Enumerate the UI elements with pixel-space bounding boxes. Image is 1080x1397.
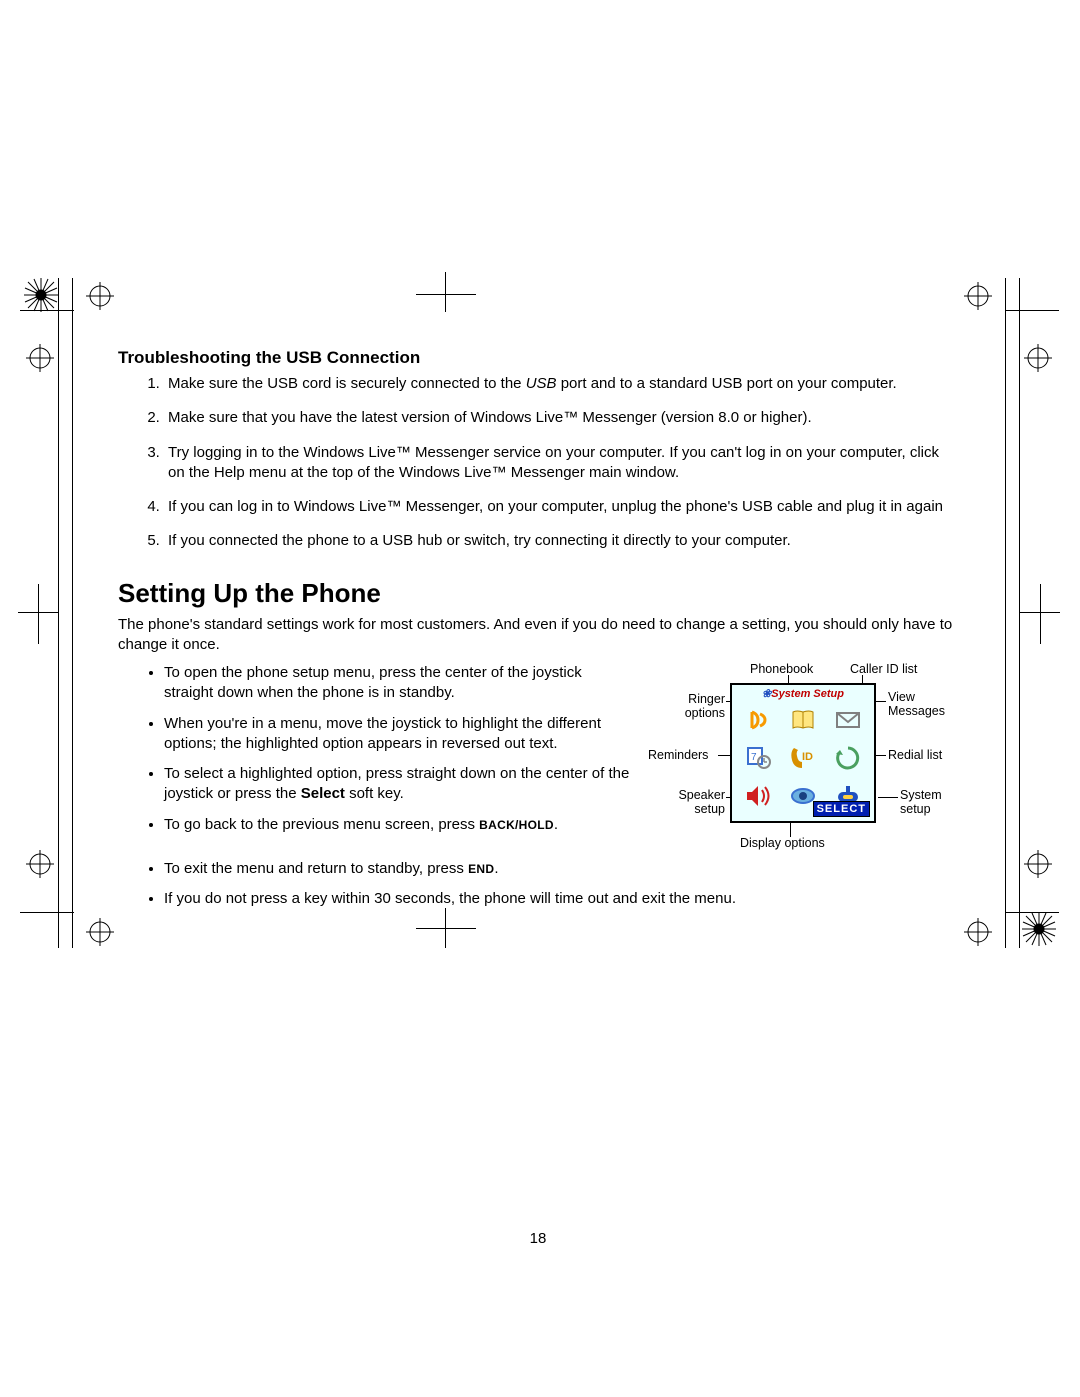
crop-line — [1019, 278, 1020, 948]
registration-mark-icon — [26, 344, 54, 372]
registration-mark-icon — [26, 850, 54, 878]
phone-screen: ❀System Setup 7 ID SELECT — [730, 683, 876, 823]
registration-mark-icon — [1024, 850, 1052, 878]
menu-phonebook-icon — [783, 703, 824, 737]
menu-caller-id-icon: ID — [783, 741, 824, 775]
list-item: If you do not press a key within 30 seco… — [164, 889, 958, 909]
starburst-mark-icon — [24, 278, 58, 312]
label-system-1: System — [900, 789, 942, 803]
leader-line — [878, 797, 898, 798]
crop-line — [72, 278, 73, 948]
crop-line — [18, 612, 58, 613]
list-item: To exit the menu and return to standby, … — [164, 859, 958, 879]
crop-line — [416, 294, 476, 295]
list-item: To select a highlighted option, press st… — [164, 764, 630, 805]
registration-mark-icon — [1024, 344, 1052, 372]
crop-line — [20, 912, 74, 913]
label-phonebook: Phonebook — [750, 663, 813, 677]
crop-line — [1020, 612, 1060, 613]
phone-menu-diagram: Phonebook Caller ID list Ringer options … — [640, 663, 958, 853]
label-system-2: setup — [900, 803, 931, 817]
menu-messages-icon — [827, 703, 868, 737]
crop-line — [445, 272, 446, 312]
label-view-1: View — [888, 691, 915, 705]
label-view-2: Messages — [888, 705, 945, 719]
list-item: If you can log in to Windows Live™ Messe… — [164, 497, 958, 517]
svg-text:ID: ID — [802, 751, 813, 763]
page-content: Troubleshooting the USB Connection Make … — [118, 348, 958, 920]
menu-redial-icon — [827, 741, 868, 775]
list-item: Make sure the USB cord is securely conne… — [164, 374, 958, 394]
select-softkey: SELECT — [813, 801, 870, 817]
setup-bullets-full: To exit the menu and return to standby, … — [118, 859, 958, 910]
label-ringer-2: options — [670, 707, 725, 721]
phone-screen-title: ❀System Setup — [732, 687, 874, 700]
crop-line — [1005, 310, 1059, 311]
troubleshooting-steps: Make sure the USB cord is securely conne… — [118, 374, 958, 552]
crop-line — [416, 928, 476, 929]
list-item: To open the phone setup menu, press the … — [164, 663, 630, 704]
crop-line — [1040, 584, 1041, 644]
svg-text:7: 7 — [751, 752, 757, 763]
list-item: Make sure that you have the latest versi… — [164, 408, 958, 428]
page-number: 18 — [118, 1230, 958, 1247]
label-redial: Redial list — [888, 749, 942, 763]
list-item: If you connected the phone to a USB hub … — [164, 531, 958, 551]
troubleshooting-heading: Troubleshooting the USB Connection — [118, 348, 958, 368]
list-item: Try logging in to the Windows Live™ Mess… — [164, 443, 958, 484]
setup-heading: Setting Up the Phone — [118, 578, 958, 609]
setup-bullets-left: To open the phone setup menu, press the … — [118, 663, 630, 835]
registration-mark-icon — [86, 282, 114, 310]
list-item: When you're in a menu, move the joystick… — [164, 714, 630, 755]
setup-intro: The phone's standard settings work for m… — [118, 615, 958, 656]
registration-mark-icon — [964, 282, 992, 310]
label-speaker-2: setup — [666, 803, 725, 817]
label-caller-id: Caller ID list — [850, 663, 917, 677]
label-reminders: Reminders — [648, 749, 708, 763]
menu-speaker-icon — [738, 779, 779, 813]
registration-mark-icon — [964, 918, 992, 946]
crop-line — [1005, 278, 1006, 948]
crop-line — [38, 584, 39, 644]
label-display: Display options — [740, 837, 825, 851]
label-speaker-1: Speaker — [666, 789, 725, 803]
menu-ringer-icon — [738, 703, 779, 737]
crop-line — [58, 278, 59, 948]
label-ringer-1: Ringer — [670, 693, 725, 707]
list-item: To go back to the previous menu screen, … — [164, 815, 630, 835]
registration-mark-icon — [86, 918, 114, 946]
menu-reminders-icon: 7 — [738, 741, 779, 775]
starburst-mark-icon — [1022, 912, 1056, 946]
